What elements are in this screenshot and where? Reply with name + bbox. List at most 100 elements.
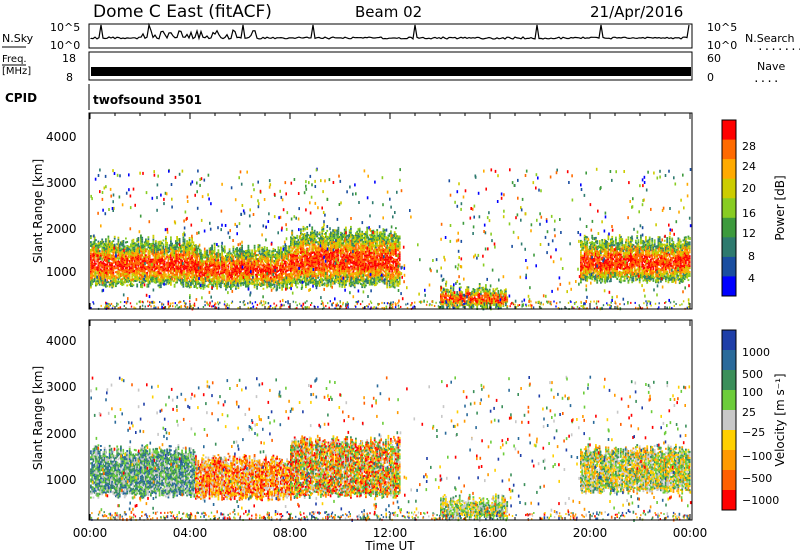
heatmap-cell — [240, 285, 242, 287]
heatmap-cell — [196, 250, 198, 252]
heatmap-cell — [314, 244, 316, 246]
heatmap-cell — [113, 270, 115, 272]
heatmap-cell — [309, 249, 311, 251]
heatmap-cell — [384, 233, 386, 235]
heatmap-cell — [155, 242, 157, 244]
heatmap-cell — [361, 235, 363, 237]
heatmap-cell — [91, 283, 93, 285]
heatmap-cell — [153, 235, 155, 237]
heatmap-cell — [240, 281, 242, 283]
heatmap-cell — [150, 273, 152, 275]
heatmap-cell — [165, 258, 167, 260]
heatmap-cell — [148, 286, 150, 288]
heatmap-cell — [113, 274, 115, 276]
heatmap-cell — [325, 246, 327, 248]
heatmap-cell — [148, 238, 150, 240]
heatmap-cell — [298, 249, 300, 251]
heatmap-cell — [346, 278, 348, 280]
heatmap-cell — [285, 247, 287, 249]
heatmap-cell — [149, 255, 151, 257]
heatmap-cell — [165, 273, 167, 275]
heatmap-cell — [228, 284, 230, 286]
sky-left-tick-bottom: 10^0 — [50, 39, 80, 52]
heatmap-cell — [325, 264, 327, 266]
heatmap-cell — [309, 247, 311, 249]
heatmap-cell — [364, 261, 366, 263]
heatmap-cell — [361, 231, 363, 233]
heatmap-cell — [118, 241, 120, 243]
heatmap-cell — [319, 265, 321, 267]
heatmap-cell — [313, 277, 315, 279]
heatmap-cell — [145, 239, 147, 241]
heatmap-cell — [256, 282, 258, 284]
heatmap-cell — [170, 236, 172, 238]
heatmap-cell — [254, 286, 256, 288]
heatmap-cell — [190, 286, 192, 288]
heatmap-cell — [350, 228, 352, 230]
heatmap-cell — [163, 240, 165, 242]
heatmap-cell — [361, 255, 363, 257]
heatmap-cell — [218, 251, 220, 253]
heatmap-cell — [169, 274, 171, 276]
heatmap-cell — [370, 250, 372, 252]
heatmap-cell — [251, 252, 253, 254]
heatmap-cell — [268, 258, 270, 260]
heatmap-cell — [270, 267, 272, 269]
heatmap-cell — [176, 236, 178, 238]
heatmap-cell — [366, 227, 368, 229]
heatmap-cell — [141, 284, 143, 286]
heatmap-cell — [234, 276, 236, 278]
heatmap-cell — [195, 273, 197, 275]
heatmap-cell — [316, 231, 318, 233]
heatmap-cell — [233, 258, 235, 260]
heatmap-cell — [164, 261, 166, 263]
heatmap-cell — [306, 232, 308, 234]
heatmap-cell — [220, 286, 222, 288]
heatmap-cell — [108, 236, 110, 238]
heatmap-cell — [288, 258, 290, 260]
heatmap-cell — [339, 283, 341, 285]
heatmap-cell — [171, 243, 173, 245]
heatmap-cell — [276, 267, 278, 269]
heatmap-cell — [306, 236, 308, 238]
heatmap-cell — [249, 249, 251, 251]
heatmap-cell — [218, 245, 220, 247]
heatmap-cell — [123, 242, 125, 244]
heatmap-cell — [279, 285, 281, 287]
heatmap-cell — [105, 240, 107, 242]
heatmap-cell — [148, 240, 150, 242]
heatmap-cell — [138, 241, 140, 243]
heatmap-cell — [354, 284, 356, 286]
heatmap-cell — [214, 243, 216, 245]
heatmap-cell — [366, 229, 368, 231]
heatmap-cell — [218, 271, 220, 273]
heatmap-cell — [338, 258, 340, 260]
heatmap-cell — [335, 281, 337, 283]
heatmap-cell — [303, 246, 305, 248]
heatmap-cell — [118, 237, 120, 239]
heatmap-cell — [394, 283, 396, 285]
heatmap-cell — [364, 272, 366, 274]
heatmap-cell — [295, 267, 297, 269]
heatmap-cell — [330, 262, 332, 264]
heatmap-cell — [206, 250, 208, 252]
heatmap-cell — [248, 245, 250, 247]
beam-label: Beam 02 — [355, 3, 422, 21]
heatmap-cell — [264, 248, 266, 250]
heatmap-cell — [309, 245, 311, 247]
heatmap-cell — [170, 284, 172, 286]
heatmap-cell — [229, 270, 231, 272]
heatmap-cell — [259, 246, 261, 248]
heatmap-cell — [281, 251, 283, 253]
heatmap-cell — [258, 254, 260, 256]
heatmap-cell — [296, 235, 298, 237]
heatmap-cell — [211, 247, 213, 249]
heatmap-cell — [323, 226, 325, 228]
heatmap-cell — [346, 253, 348, 255]
heatmap-cell — [345, 272, 347, 274]
heatmap-cell — [149, 257, 151, 259]
heatmap-cell — [181, 260, 183, 262]
heatmap-cell — [364, 286, 366, 288]
heatmap-cell — [268, 262, 270, 264]
heatmap-cell — [159, 255, 161, 257]
